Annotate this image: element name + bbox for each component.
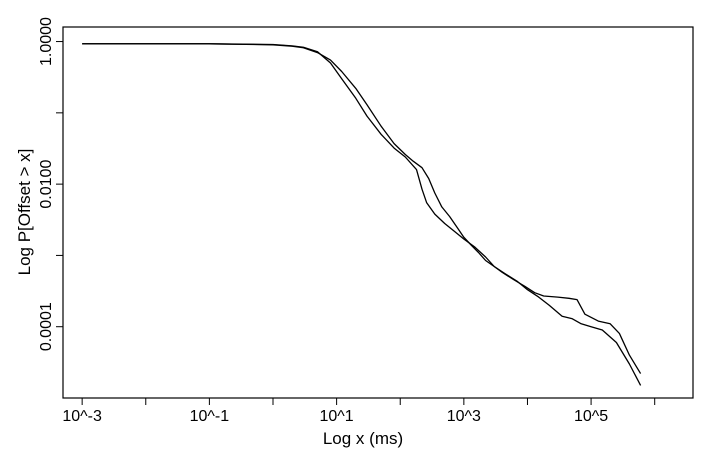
series-layer bbox=[82, 43, 642, 386]
x-tick-label: 10^3 bbox=[447, 408, 481, 425]
x-axis-label: Log x (ms) bbox=[323, 429, 403, 448]
y-axis-label: Log P[Offset > x] bbox=[15, 149, 34, 276]
series-line-1 bbox=[82, 43, 642, 374]
y-tick-label: 1.0000 bbox=[38, 17, 55, 66]
y-tick-label: 0.0001 bbox=[38, 302, 55, 351]
y-axis: 1.0000 0.0100 0.0001 bbox=[38, 17, 63, 351]
x-axis: 10^-3 10^-1 10^1 10^3 10^5 bbox=[62, 398, 656, 425]
x-tick-label: 10^5 bbox=[574, 408, 608, 425]
x-tick-label: 10^1 bbox=[320, 408, 354, 425]
x-tick-label: 10^-1 bbox=[190, 408, 230, 425]
y-tick-label: 0.0100 bbox=[38, 160, 55, 209]
x-tick-label: 10^-3 bbox=[62, 408, 102, 425]
plot-frame bbox=[62, 26, 694, 399]
series-line-2 bbox=[82, 43, 642, 386]
